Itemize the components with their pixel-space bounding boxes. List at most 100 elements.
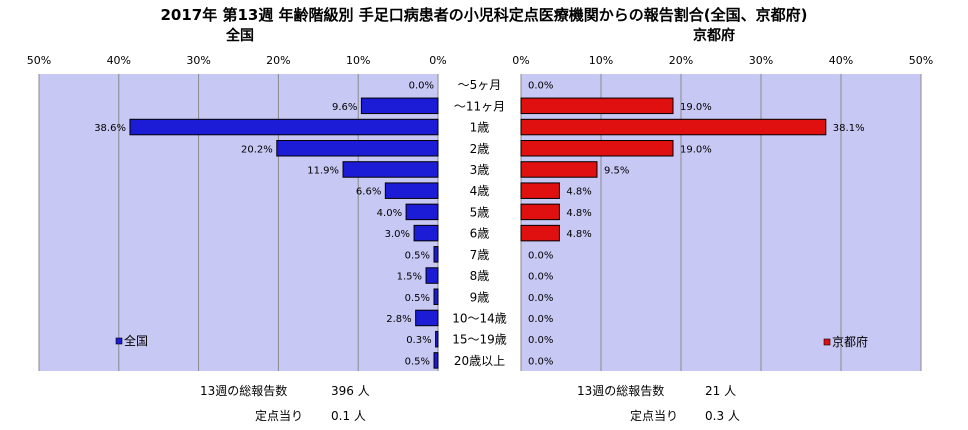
bar-zenkoku — [433, 288, 439, 305]
category-label: 9歳 — [470, 290, 490, 304]
data-label-zenkoku: 3.0% — [385, 229, 410, 240]
left-panel-title: 全国 — [225, 27, 254, 44]
data-label-zenkoku: 2.8% — [386, 314, 411, 325]
x-tick-label: 30% — [749, 54, 773, 67]
category-label: 8歳 — [470, 269, 490, 283]
data-label-zenkoku: 11.9% — [307, 165, 339, 176]
bar-zenkoku — [129, 118, 439, 136]
bar-zenkoku — [433, 352, 439, 369]
data-label-kyoto: 0.0% — [528, 272, 553, 283]
left-legend: 全国 — [115, 333, 148, 348]
category-label: 1歳 — [470, 121, 490, 135]
right-data-labels: 0.0% 19.0% 38.1% 19.0% 9.5% 4.8% 4.8% 4.8% 0.0% 0… — [528, 81, 865, 368]
right-legend-swatch — [823, 338, 831, 346]
left-bars — [129, 97, 439, 369]
data-label-kyoto: 19.0% — [680, 102, 712, 113]
left-legend-swatch — [115, 337, 123, 345]
data-label-zenkoku: 0.5% — [405, 293, 430, 304]
x-tick-label: 20% — [266, 54, 290, 67]
category-labels: ～5ヶ月 ～11ヶ月 1歳 2歳 3歳 4歳 5歳 6歳 7歳 8歳 9歳 10～14歳 15～19歳 2… — [452, 78, 507, 368]
data-label-zenkoku: 0.3% — [406, 335, 431, 346]
data-label-kyoto: 38.1% — [833, 123, 865, 134]
category-label: 4歳 — [470, 184, 490, 198]
category-label: 5歳 — [470, 205, 490, 219]
category-label: 10～14歳 — [452, 311, 507, 325]
right-total-label: 13週の総報告数 — [577, 383, 664, 398]
category-label: 3歳 — [470, 163, 490, 177]
x-tick-label: 40% — [107, 54, 131, 67]
right-panel-title: 京都府 — [693, 27, 735, 44]
bar-kyoto — [520, 140, 674, 157]
data-label-kyoto: 4.8% — [566, 208, 591, 219]
data-label-kyoto: 4.8% — [566, 187, 591, 198]
data-label-zenkoku: 0.5% — [405, 250, 430, 261]
data-label-kyoto: 0.0% — [528, 335, 553, 346]
bar-zenkoku — [415, 309, 439, 327]
bar-kyoto — [520, 203, 560, 221]
left-total-value: 396 人 — [331, 384, 370, 398]
right-per-label: 定点当り — [630, 408, 678, 423]
right-legend-label: 京都府 — [832, 334, 868, 349]
data-label-zenkoku: 4.0% — [377, 208, 402, 219]
data-label-zenkoku: 38.6% — [94, 123, 126, 134]
left-data-labels: 0.0% 9.6% 38.6% 20.2% 11.9% 6.6% 4.0% 3.0% 0.5% 1… — [94, 81, 434, 368]
x-tick-label: 20% — [669, 54, 693, 67]
x-tick-label: 50% — [909, 54, 933, 67]
data-label-zenkoku: 9.6% — [332, 102, 357, 113]
bar-zenkoku — [425, 267, 439, 284]
bar-zenkoku — [413, 224, 439, 242]
bar-kyoto — [520, 118, 827, 136]
bar-zenkoku — [435, 330, 439, 348]
data-label-zenkoku: 20.2% — [241, 144, 273, 155]
data-label-kyoto: 9.5% — [604, 165, 629, 176]
bar-kyoto — [520, 182, 560, 199]
bar-zenkoku — [360, 97, 439, 115]
right-tick-labels: 0% 10% 20% 30% 40% 50% — [512, 54, 933, 67]
bar-kyoto — [520, 224, 560, 242]
left-legend-label: 全国 — [124, 333, 148, 348]
category-label: 20歳以上 — [454, 354, 505, 368]
bar-zenkoku — [276, 140, 439, 157]
x-tick-label: 40% — [829, 54, 853, 67]
category-label: ～5ヶ月 — [458, 78, 502, 92]
chart-title: 2017年 第13週 年齢階級別 手足口病患者の小児科定点医療機関からの報告割合… — [160, 6, 807, 24]
category-label: 15～19歳 — [452, 333, 507, 347]
data-label-kyoto: 0.0% — [528, 81, 553, 92]
right-plot-area — [521, 74, 921, 371]
bar-kyoto — [520, 161, 598, 178]
x-tick-label: 0% — [512, 54, 529, 67]
left-tick-labels: 0% 10% 20% 30% 40% 50% — [27, 54, 447, 67]
bar-zenkoku — [433, 246, 439, 263]
data-label-kyoto: 0.0% — [528, 356, 553, 367]
category-label: 7歳 — [470, 248, 490, 262]
right-per-value: 0.3 人 — [705, 409, 740, 423]
data-label-kyoto: 0.0% — [528, 250, 553, 261]
x-tick-label: 10% — [589, 54, 613, 67]
x-tick-label: 50% — [27, 54, 51, 67]
left-per-label: 定点当り — [255, 408, 303, 423]
left-total-label: 13週の総報告数 — [200, 383, 287, 398]
x-tick-label: 0% — [429, 54, 446, 67]
data-label-kyoto: 19.0% — [680, 144, 712, 155]
right-legend: 京都府 — [823, 334, 868, 349]
data-label-zenkoku: 6.6% — [356, 187, 381, 198]
data-label-kyoto: 4.8% — [566, 229, 591, 240]
data-label-kyoto: 0.0% — [528, 293, 553, 304]
right-bars — [520, 97, 827, 242]
data-label-zenkoku: 1.5% — [397, 272, 422, 283]
bar-zenkoku — [384, 182, 439, 199]
left-per-value: 0.1 人 — [331, 409, 366, 423]
bar-zenkoku — [405, 203, 439, 221]
category-label: 6歳 — [470, 227, 490, 241]
bar-zenkoku — [342, 161, 439, 178]
bar-kyoto — [520, 97, 674, 115]
data-label-zenkoku: 0.5% — [405, 356, 430, 367]
data-label-zenkoku: 0.0% — [409, 81, 434, 92]
data-label-kyoto: 0.0% — [528, 314, 553, 325]
category-label: ～11ヶ月 — [454, 99, 505, 113]
x-tick-label: 10% — [346, 54, 370, 67]
left-plot-area — [39, 74, 438, 371]
right-total-value: 21 人 — [705, 384, 736, 398]
category-label: 2歳 — [470, 142, 490, 156]
